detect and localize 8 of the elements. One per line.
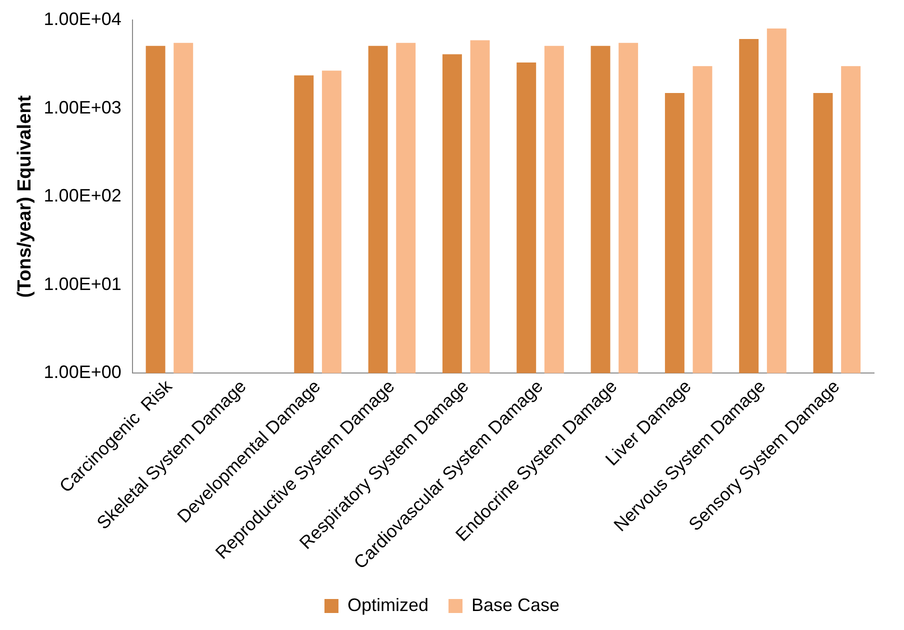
y-tick-label: 1.00E+03 xyxy=(44,97,122,118)
y-tick-label: 1.00E+01 xyxy=(44,274,122,294)
legend-label: Base Case xyxy=(471,594,560,615)
y-tick-label: 1.00E+04 xyxy=(44,8,122,29)
legend-label: Optimized xyxy=(347,594,428,615)
y-axis-title: (Tons/year) Equivalent xyxy=(14,94,36,298)
y-tick-label: 1.00E+02 xyxy=(44,186,122,206)
y-tick-label: 1.00E+00 xyxy=(44,362,122,382)
